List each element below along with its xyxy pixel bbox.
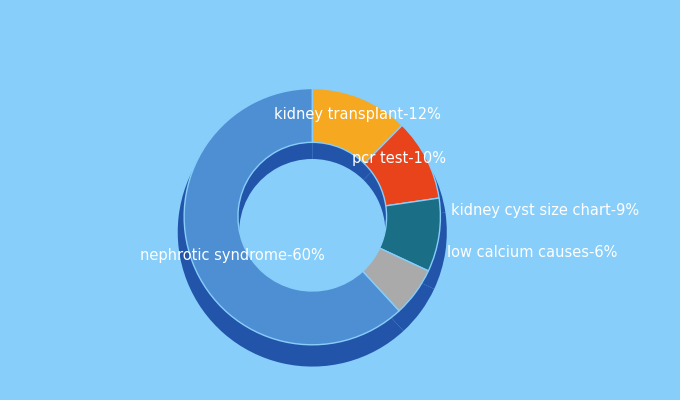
Wedge shape (364, 136, 445, 222)
Wedge shape (312, 98, 407, 180)
Wedge shape (184, 88, 399, 345)
Wedge shape (362, 248, 428, 311)
Text: kidney cyst size chart-9%: kidney cyst size chart-9% (451, 203, 639, 218)
Text: kidney transplant-12%: kidney transplant-12% (273, 107, 441, 122)
Text: pcr test-10%: pcr test-10% (352, 152, 446, 166)
Text: low calcium causes-6%: low calcium causes-6% (447, 245, 617, 260)
Text: nephrotic syndrome-60%: nephrotic syndrome-60% (141, 248, 325, 262)
Wedge shape (177, 98, 403, 366)
Wedge shape (362, 263, 434, 331)
Wedge shape (379, 212, 447, 289)
Wedge shape (364, 125, 439, 206)
Wedge shape (379, 198, 441, 271)
Wedge shape (312, 88, 402, 164)
